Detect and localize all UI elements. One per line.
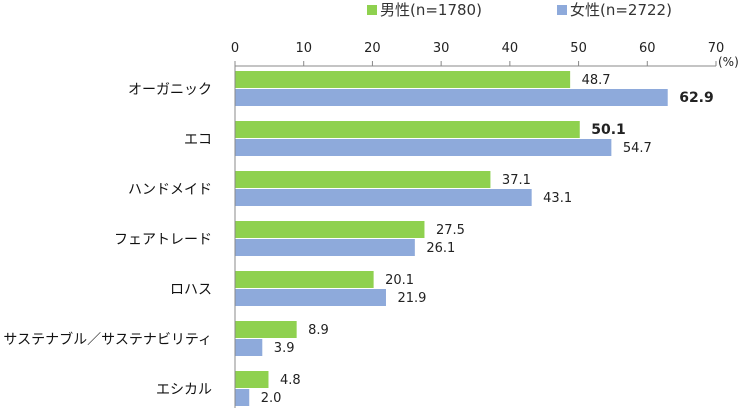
data-label: 27.5 bbox=[436, 223, 465, 238]
category-labels: オーガニックエコハンドメイドフェアトレードロハスサステナブル／サステナビリティエ… bbox=[3, 82, 212, 398]
bar-male bbox=[235, 71, 571, 88]
bar-female bbox=[235, 189, 532, 206]
category-label: エコ bbox=[184, 132, 212, 148]
data-label: 50.1 bbox=[591, 122, 626, 138]
category-label: ロハス bbox=[170, 282, 212, 298]
data-label: 8.9 bbox=[308, 323, 329, 338]
data-label: 37.1 bbox=[502, 173, 531, 188]
x-axis: 0 10 20 30 40 50 60 70(%) bbox=[231, 41, 739, 408]
data-label: 54.7 bbox=[623, 141, 652, 156]
data-label: 3.9 bbox=[274, 341, 295, 356]
x-tick-label: 0 bbox=[231, 41, 239, 56]
data-label: 26.1 bbox=[426, 241, 455, 256]
category-label: ハンドメイド bbox=[128, 182, 212, 198]
bar-female bbox=[235, 389, 250, 406]
category-label: サステナブル／サステナビリティ bbox=[3, 331, 212, 348]
data-label: 20.1 bbox=[385, 273, 414, 288]
bar-male bbox=[235, 321, 297, 338]
data-label: 4.8 bbox=[280, 373, 301, 388]
bars: 48.7 62.9 50.1 54.7 37.1 43.1 27.5 26.1 20.1 21.9… bbox=[235, 71, 714, 406]
bar-male bbox=[235, 121, 580, 138]
data-label: 62.9 bbox=[679, 90, 714, 106]
x-tick-label: 70 bbox=[708, 41, 725, 56]
bar-female bbox=[235, 289, 386, 306]
legend-swatch-1 bbox=[557, 5, 567, 15]
legend-label-0: 男性(n=1780) bbox=[380, 1, 482, 19]
x-tick-label: 10 bbox=[295, 41, 312, 56]
legend-swatch-0 bbox=[367, 5, 377, 15]
bar-female bbox=[235, 139, 612, 156]
category-label: フェアトレード bbox=[114, 232, 212, 248]
x-tick-label: 60 bbox=[639, 41, 656, 56]
bar-male bbox=[235, 371, 269, 388]
category-label: エシカル bbox=[156, 382, 212, 398]
x-tick-label: 40 bbox=[502, 41, 519, 56]
category-label: オーガニック bbox=[128, 82, 212, 98]
data-label: 48.7 bbox=[582, 73, 611, 88]
bar-male bbox=[235, 171, 491, 188]
data-label: 2.0 bbox=[261, 391, 282, 406]
data-label: 43.1 bbox=[543, 191, 572, 206]
bar-female bbox=[235, 339, 263, 356]
data-label: 21.9 bbox=[397, 291, 426, 306]
x-tick-label: 20 bbox=[364, 41, 381, 56]
legend: 男性(n=1780) 女性(n=2722) bbox=[367, 1, 672, 19]
x-tick-label: 50 bbox=[570, 41, 587, 56]
bar-female bbox=[235, 239, 415, 256]
axis-unit-label: (%) bbox=[718, 55, 739, 69]
bar-male bbox=[235, 221, 425, 238]
x-tick-label: 30 bbox=[433, 41, 450, 56]
bar-female bbox=[235, 89, 668, 106]
bar-male bbox=[235, 271, 374, 288]
legend-label-1: 女性(n=2722) bbox=[570, 1, 672, 19]
